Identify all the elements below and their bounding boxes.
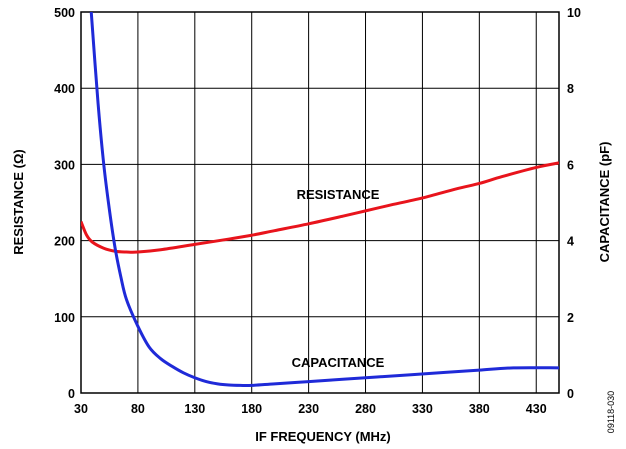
y-left-tick-label: 100 [54, 311, 75, 325]
x-axis-title: IF FREQUENCY (MHz) [255, 429, 391, 444]
x-tick-label: 180 [241, 402, 262, 416]
series-line-resistance [81, 161, 559, 254]
series-line-capacitance [89, 12, 559, 388]
x-tick-label: 330 [412, 402, 433, 416]
y-left-tick-label: 300 [54, 158, 75, 172]
y-left-tick-label: 400 [54, 82, 75, 96]
x-tick-label: 430 [526, 402, 547, 416]
y-left-tick-labels: 0 100 200 300 400 500 [54, 6, 75, 401]
y-right-axis-title: CAPACITANCE (pF) [597, 142, 612, 263]
series-group [81, 12, 559, 388]
x-tick-labels: 30 80 130 180 230 280 330 380 430 [74, 402, 547, 416]
y-right-tick-label: 6 [567, 158, 574, 172]
x-tick-label: 80 [131, 402, 145, 416]
y-left-axis-title: RESISTANCE (Ω) [11, 149, 26, 255]
figure-id: 09118-030 [606, 391, 616, 433]
x-tick-label: 380 [469, 402, 490, 416]
y-right-tick-labels: 0 2 4 6 8 10 [567, 6, 581, 401]
y-left-tick-label: 500 [54, 6, 75, 20]
x-tick-label: 30 [74, 402, 88, 416]
y-right-tick-label: 8 [567, 82, 574, 96]
resistance-annotation: RESISTANCE [297, 187, 380, 202]
y-right-tick-label: 0 [567, 387, 574, 401]
capacitance-annotation: CAPACITANCE [292, 355, 385, 370]
y-left-tick-label: 0 [68, 387, 75, 401]
x-tick-label: 130 [184, 402, 205, 416]
x-tick-label: 230 [298, 402, 319, 416]
y-right-tick-label: 2 [567, 311, 574, 325]
grid [80, 11, 559, 394]
y-left-tick-label: 200 [54, 235, 75, 249]
y-right-tick-label: 10 [567, 6, 581, 20]
y-right-tick-label: 4 [567, 235, 574, 249]
plot-frame [80, 11, 560, 394]
x-tick-label: 280 [355, 402, 376, 416]
